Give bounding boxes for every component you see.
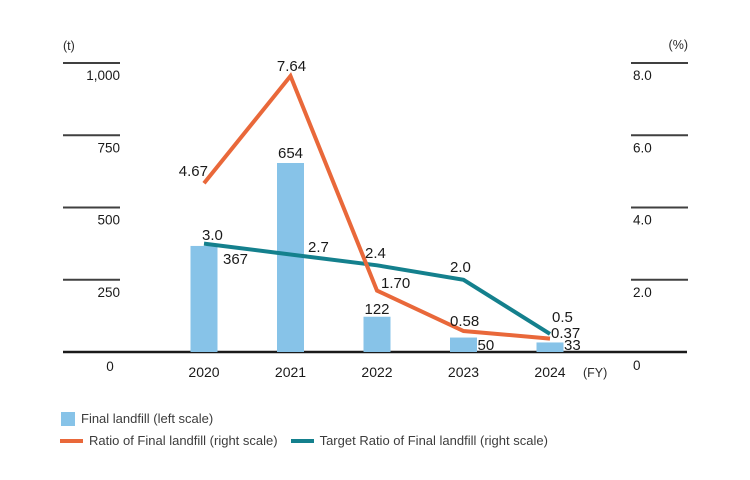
legend-item-target-ratio: Target Ratio of Final landfill (right sc… [290, 433, 548, 448]
target-ratio-value-label: 0.5 [552, 309, 573, 326]
legend-label: Ratio of Final landfill (right scale) [89, 433, 278, 448]
category-label-2024: 2024 [534, 364, 565, 380]
right-axis-unit: (%) [669, 38, 688, 52]
ratio-value-label: 4.67 [179, 163, 208, 180]
left-axis-zero-label: 0 [106, 359, 114, 374]
bar-value-label: 50 [478, 337, 495, 354]
ratio-value-label: 0.58 [450, 313, 479, 330]
right-axis-tick-label: 8.0 [633, 68, 652, 83]
x-axis-suffix-label: (FY) [583, 366, 607, 380]
right-axis-tick-label: 6.0 [633, 140, 652, 155]
bar-value-label: 122 [364, 301, 389, 318]
category-label-2020: 2020 [188, 364, 219, 380]
left-axis-tick-label: 750 [97, 140, 120, 155]
bar-2023 [450, 337, 477, 352]
left-axis-tick-label: 250 [97, 285, 120, 300]
line-swatch-icon [290, 438, 314, 443]
ratio-value-label: 7.64 [277, 58, 306, 75]
bar-swatch-icon [61, 411, 75, 426]
bar-value-label: 367 [223, 251, 248, 268]
bar-value-label: 33 [564, 337, 581, 354]
bar-2020 [190, 245, 218, 352]
ratio-line [202, 72, 551, 341]
line-swatch-icon [60, 438, 83, 443]
target-ratio-value-label: 2.0 [450, 259, 471, 276]
legend-row-1: Final landfill (left scale) [61, 411, 213, 426]
ratio-value-label: 0.37 [551, 325, 580, 342]
legend-item-ratio: Ratio of Final landfill (right scale) [60, 433, 278, 448]
legend-row-2: Ratio of Final landfill (right scale) Ta… [60, 433, 548, 448]
bar-2022 [363, 316, 391, 352]
bar-2024 [536, 342, 564, 352]
right-axis-zero-label: 0 [633, 358, 641, 373]
left-axis-tick-label: 500 [97, 213, 120, 228]
target-ratio-value-label: 3.0 [202, 227, 223, 244]
right-axis-tick-label: 4.0 [633, 213, 652, 228]
category-label-2022: 2022 [361, 364, 392, 380]
target-ratio-value-label: 2.7 [308, 239, 329, 256]
right-axis-tick-label: 2.0 [633, 285, 652, 300]
target-ratio-value-label: 2.4 [365, 245, 386, 262]
target-ratio-line [203, 241, 552, 336]
category-label-2023: 2023 [448, 364, 479, 380]
legend-label: Final landfill (left scale) [81, 411, 214, 426]
left-axis-tick-label: 1,000 [86, 68, 120, 83]
ratio-value-label: 1.70 [381, 275, 410, 292]
left-axis-unit: (t) [63, 39, 75, 53]
bar-value-label: 654 [278, 145, 303, 162]
legend-item-final-landfill: Final landfill (left scale) [61, 411, 213, 426]
legend-label: Target Ratio of Final landfill (right sc… [319, 433, 548, 448]
category-label-2021: 2021 [275, 364, 306, 380]
